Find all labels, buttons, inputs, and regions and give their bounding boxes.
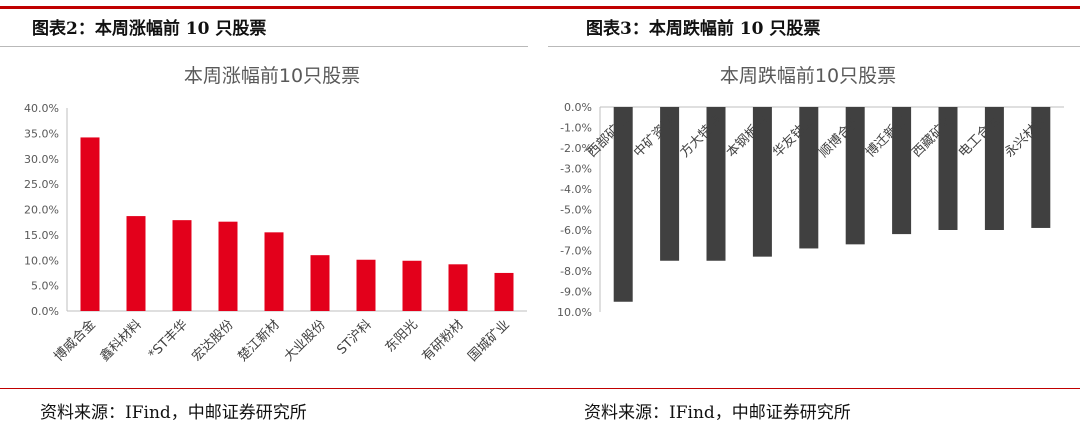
y-tick-label: -4.0% (560, 183, 592, 196)
x-tick-label: 有研粉材 (419, 317, 466, 364)
bar (402, 260, 422, 311)
bar (660, 107, 680, 261)
top-red-rule (0, 6, 1080, 9)
y-tick-label: -1.0% (560, 122, 592, 135)
y-tick-label: 35.0% (24, 127, 59, 140)
chart-right: 本周跌幅前10只股票 0.0% -1.0% -2.0% -3.0% -4.0% -5.0% -… (546, 52, 1070, 386)
chart-title: 本周跌幅前10只股票 (720, 65, 896, 87)
bar (310, 255, 330, 311)
y-tick-label: -5.0% (560, 204, 592, 217)
bar (984, 107, 1004, 230)
bar (752, 107, 772, 257)
figure-title-right: 图表3：本周跌幅前 10 只股票 (586, 19, 821, 39)
bar (494, 272, 514, 311)
bar (1031, 107, 1051, 228)
y-tick-label: 15.0% (24, 229, 59, 242)
x-tick-label: 东阳光 (383, 317, 421, 355)
y-tick-label: 10.0% (24, 254, 59, 267)
y-tick-label: 10.0% (557, 306, 592, 319)
bar (218, 221, 238, 311)
bar (706, 107, 726, 261)
bar (892, 107, 912, 235)
chart-left-svg: 本周涨幅前10只股票 0.0% 5.0% 10.0% 15.0% 20.0% 25.0% 30… (24, 65, 527, 365)
bar (845, 107, 865, 245)
bar (613, 107, 633, 302)
bar (80, 137, 100, 311)
y-tick-label: -2.0% (560, 142, 592, 155)
y-tick-label: 30.0% (24, 153, 59, 166)
bottom-red-rule (0, 388, 1080, 389)
x-tick-label: 宏达股份 (189, 317, 236, 364)
title-divider-left (0, 46, 528, 47)
bar (448, 264, 468, 311)
bar (799, 107, 819, 249)
chart-right-svg: 本周跌幅前10只股票 0.0% -1.0% -2.0% -3.0% -4.0% -5.0% -… (557, 65, 1064, 319)
y-tick-label: -8.0% (560, 265, 592, 278)
y-tick-label: -7.0% (560, 245, 592, 258)
x-tick-label: 大业股份 (281, 317, 328, 364)
bar (172, 220, 192, 311)
y-tick-label: -6.0% (560, 224, 592, 237)
x-tick-label: 博威合金 (51, 317, 99, 365)
y-tick-label: 0.0% (564, 101, 592, 114)
x-tick-label: *ST丰华 (146, 317, 191, 362)
source-note-left: 资料来源：IFind，中邮证券研究所 (40, 403, 307, 423)
y-tick-label: 40.0% (24, 102, 59, 115)
bar (264, 232, 284, 311)
bar (938, 107, 958, 230)
source-note-right: 资料来源：IFind，中邮证券研究所 (584, 403, 851, 423)
bar (356, 259, 376, 311)
y-tick-label: -9.0% (560, 286, 592, 299)
y-tick-label: -3.0% (560, 163, 592, 176)
chart-left: 本周涨幅前10只股票 0.0% 5.0% 10.0% 15.0% 20.0% 25.0% 30… (12, 52, 532, 386)
y-tick-label: 20.0% (24, 204, 59, 217)
figure-title-left: 图表2：本周涨幅前 10 只股票 (32, 19, 267, 39)
y-tick-label: 5.0% (31, 280, 59, 293)
x-tick-label: ST沪科 (334, 317, 375, 358)
x-tick-label: 国城矿业 (465, 317, 512, 364)
bar (126, 216, 146, 311)
x-tick-label: 楚江新材 (235, 317, 283, 365)
y-tick-label: 0.0% (31, 305, 59, 318)
y-tick-label: 25.0% (24, 178, 59, 191)
x-tick-label: 鑫科材料 (97, 317, 145, 365)
chart-title: 本周涨幅前10只股票 (184, 65, 360, 87)
title-divider-right (548, 46, 1080, 47)
